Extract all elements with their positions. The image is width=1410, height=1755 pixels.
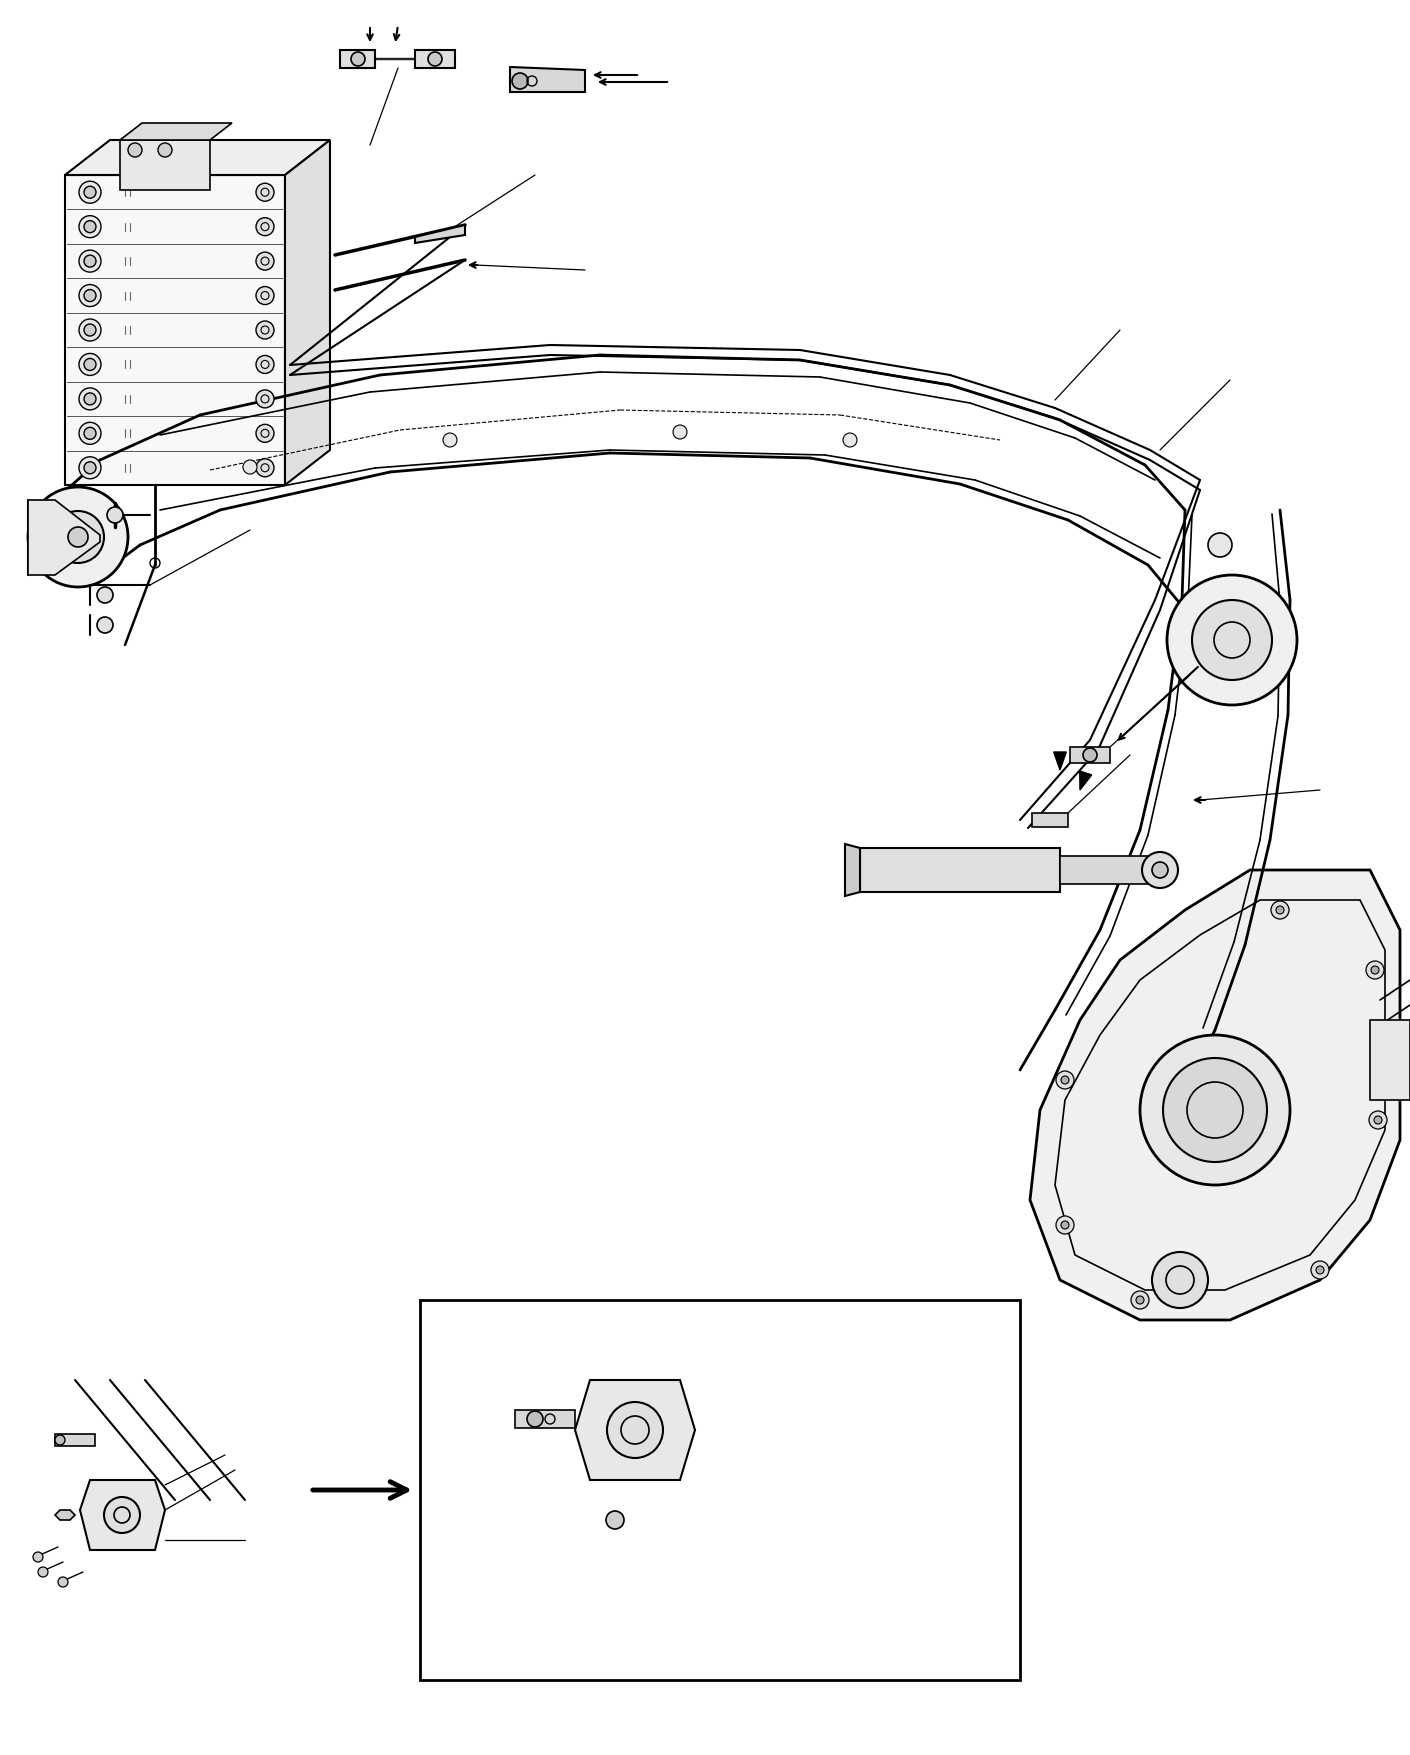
Polygon shape <box>28 500 100 576</box>
Polygon shape <box>65 140 330 176</box>
Polygon shape <box>1032 813 1067 827</box>
Circle shape <box>79 319 102 340</box>
Circle shape <box>257 183 274 202</box>
Circle shape <box>55 1436 65 1444</box>
Polygon shape <box>860 848 1060 892</box>
Circle shape <box>104 1497 140 1534</box>
Circle shape <box>68 526 87 548</box>
Circle shape <box>606 1511 625 1529</box>
Circle shape <box>443 433 457 448</box>
Polygon shape <box>120 123 233 140</box>
Circle shape <box>79 423 102 444</box>
Circle shape <box>58 1578 68 1587</box>
Circle shape <box>79 388 102 411</box>
Circle shape <box>257 321 274 339</box>
Circle shape <box>1270 900 1289 920</box>
Polygon shape <box>1060 856 1151 885</box>
Circle shape <box>1371 965 1379 974</box>
Circle shape <box>79 456 102 479</box>
Circle shape <box>79 216 102 237</box>
Circle shape <box>79 284 102 307</box>
Circle shape <box>1056 1216 1074 1234</box>
Polygon shape <box>285 140 330 484</box>
Circle shape <box>79 251 102 272</box>
Circle shape <box>38 1567 48 1578</box>
Circle shape <box>1083 748 1097 762</box>
Circle shape <box>606 1402 663 1458</box>
Circle shape <box>1056 1071 1074 1090</box>
Circle shape <box>158 142 172 156</box>
Circle shape <box>1142 851 1177 888</box>
Circle shape <box>1311 1262 1330 1279</box>
Circle shape <box>527 1411 543 1427</box>
Circle shape <box>351 53 365 67</box>
Circle shape <box>52 511 104 563</box>
Polygon shape <box>55 1509 75 1520</box>
Circle shape <box>1373 1116 1382 1123</box>
Circle shape <box>85 393 96 405</box>
Circle shape <box>1191 600 1272 679</box>
Circle shape <box>32 1551 42 1562</box>
Circle shape <box>257 356 274 374</box>
Circle shape <box>85 358 96 370</box>
Circle shape <box>1208 534 1232 556</box>
Circle shape <box>1152 1251 1208 1307</box>
Circle shape <box>257 390 274 407</box>
Circle shape <box>257 253 274 270</box>
Circle shape <box>1152 862 1167 878</box>
Bar <box>420 1300 1019 1680</box>
Circle shape <box>512 74 527 90</box>
Circle shape <box>257 458 274 477</box>
Circle shape <box>673 425 687 439</box>
Circle shape <box>85 462 96 474</box>
Polygon shape <box>120 140 210 190</box>
Circle shape <box>79 353 102 376</box>
Circle shape <box>28 486 128 586</box>
Circle shape <box>1131 1292 1149 1309</box>
Circle shape <box>85 426 96 439</box>
Polygon shape <box>845 844 860 897</box>
Circle shape <box>1316 1265 1324 1274</box>
Circle shape <box>107 507 123 523</box>
Polygon shape <box>65 176 285 484</box>
Circle shape <box>97 618 113 634</box>
Polygon shape <box>340 49 375 68</box>
Circle shape <box>97 586 113 604</box>
Polygon shape <box>510 67 585 91</box>
Polygon shape <box>1371 1020 1410 1100</box>
Circle shape <box>1369 1111 1387 1128</box>
Polygon shape <box>1029 870 1400 1320</box>
Polygon shape <box>80 1479 165 1550</box>
Polygon shape <box>1070 748 1110 763</box>
Circle shape <box>85 290 96 302</box>
Polygon shape <box>575 1379 695 1479</box>
Circle shape <box>243 460 257 474</box>
Circle shape <box>85 221 96 233</box>
Polygon shape <box>415 49 455 68</box>
Polygon shape <box>515 1409 575 1429</box>
Circle shape <box>257 286 274 305</box>
Polygon shape <box>415 225 465 242</box>
Polygon shape <box>55 1434 94 1446</box>
Circle shape <box>1060 1221 1069 1228</box>
Circle shape <box>1060 1076 1069 1085</box>
Polygon shape <box>1053 751 1066 770</box>
Circle shape <box>1167 576 1297 706</box>
Circle shape <box>1366 962 1385 979</box>
Circle shape <box>79 181 102 204</box>
Circle shape <box>1141 1035 1290 1185</box>
Circle shape <box>1136 1295 1144 1304</box>
Circle shape <box>128 142 142 156</box>
Circle shape <box>429 53 441 67</box>
Circle shape <box>257 425 274 442</box>
Circle shape <box>85 254 96 267</box>
Circle shape <box>257 218 274 235</box>
Circle shape <box>1163 1058 1268 1162</box>
Circle shape <box>85 186 96 198</box>
Polygon shape <box>1080 770 1091 790</box>
Circle shape <box>1276 906 1285 914</box>
Circle shape <box>843 433 857 448</box>
Circle shape <box>85 325 96 335</box>
